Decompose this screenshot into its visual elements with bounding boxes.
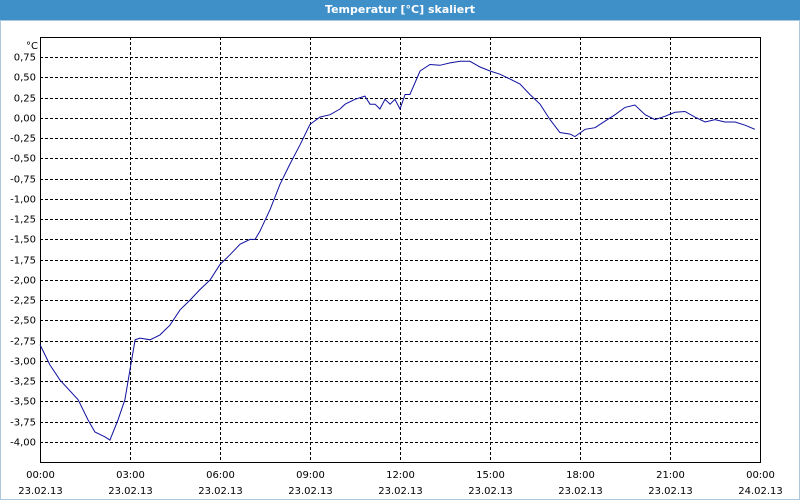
x-tick-label: 06:00: [206, 470, 235, 481]
y-tick-label: -2,75: [10, 337, 36, 348]
y-tick-label: -1,50: [10, 235, 36, 246]
title-bar: Temperatur [°C] skaliert: [0, 0, 800, 20]
y-axis-unit: °C: [26, 41, 38, 52]
plot-area: [40, 37, 761, 463]
x-tick-label: 12:00: [386, 470, 415, 481]
x-tick-label: 00:00: [26, 470, 55, 481]
x-tick-date: 23.02.13: [288, 486, 333, 497]
x-tick-label: 00:00: [746, 470, 775, 481]
x-tick-date: 23.02.13: [468, 486, 513, 497]
x-tick-label: 15:00: [476, 470, 505, 481]
y-tick-label: -3,50: [10, 397, 36, 408]
y-tick-label: -2,50: [10, 316, 36, 327]
y-tick-label: 0,25: [14, 94, 36, 105]
x-tick-date: 23.02.13: [18, 486, 63, 497]
x-tick-label: 21:00: [656, 470, 685, 481]
y-tick-label: -1,00: [10, 195, 36, 206]
x-tick-label: 18:00: [566, 470, 595, 481]
y-tick-label: -0,25: [10, 134, 36, 145]
y-tick-label: -2,25: [10, 296, 36, 307]
y-tick-label: -0,50: [10, 154, 36, 165]
x-tick-date: 23.02.13: [198, 486, 243, 497]
y-tick-label: -0,75: [10, 175, 36, 186]
y-tick-label: -3,25: [10, 377, 36, 388]
y-tick-label: 0,75: [14, 53, 36, 64]
data-line: [39, 60, 756, 441]
y-tick-label: 0,50: [14, 73, 36, 84]
y-tick-label: -3,75: [10, 418, 36, 429]
y-tick-label: 0,00: [14, 114, 36, 125]
x-tick-label: 09:00: [296, 470, 325, 481]
y-tick-label: -1,25: [10, 215, 36, 226]
x-tick-date: 24.02.13: [738, 486, 783, 497]
x-tick-date: 23.02.13: [108, 486, 153, 497]
x-tick-label: 03:00: [116, 470, 145, 481]
chart: °C 0,75 0,50 0,25 0,00 -0,25 -0,50 -0,75 -1,00 -…: [0, 20, 800, 500]
y-tick-label: -2,00: [10, 276, 36, 287]
y-tick-label: -3,00: [10, 357, 36, 368]
y-tick-label: -1,75: [10, 256, 36, 267]
x-tick-date: 23.02.13: [648, 486, 693, 497]
x-tick-date: 23.02.13: [378, 486, 423, 497]
x-tick-date: 23.02.13: [558, 486, 603, 497]
y-tick-label: -4,00: [10, 438, 36, 449]
